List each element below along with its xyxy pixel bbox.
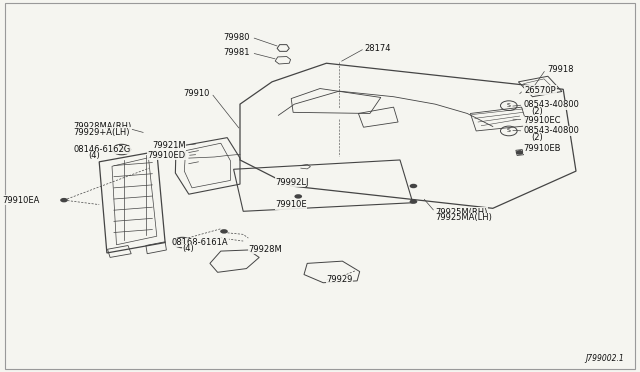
Circle shape bbox=[60, 198, 68, 202]
Circle shape bbox=[410, 199, 417, 204]
Text: S: S bbox=[507, 128, 511, 134]
Text: 26570P: 26570P bbox=[525, 86, 556, 94]
Text: 28174: 28174 bbox=[365, 44, 391, 53]
Circle shape bbox=[294, 194, 302, 199]
Circle shape bbox=[410, 184, 417, 188]
Text: 08543-40800: 08543-40800 bbox=[524, 100, 579, 109]
Text: J799002.1: J799002.1 bbox=[585, 354, 624, 363]
Text: B: B bbox=[180, 240, 185, 246]
Text: 79928M: 79928M bbox=[248, 245, 282, 254]
Text: (4): (4) bbox=[182, 244, 194, 253]
Text: 79925M(RH): 79925M(RH) bbox=[435, 208, 488, 217]
Text: 79992LJ: 79992LJ bbox=[275, 178, 308, 187]
Text: 79921M: 79921M bbox=[152, 141, 186, 150]
Text: 79981: 79981 bbox=[223, 48, 250, 57]
Text: 79910EC: 79910EC bbox=[524, 116, 561, 125]
Text: S: S bbox=[507, 103, 511, 108]
Text: 79910: 79910 bbox=[184, 89, 210, 97]
Text: 08146-6162G: 08146-6162G bbox=[74, 145, 131, 154]
Text: (2): (2) bbox=[531, 107, 543, 116]
Text: 08543-40800: 08543-40800 bbox=[524, 126, 579, 135]
Text: 08168-6161A: 08168-6161A bbox=[172, 238, 228, 247]
Circle shape bbox=[516, 150, 524, 155]
Text: 79928MA(RH): 79928MA(RH) bbox=[74, 122, 132, 131]
Text: 79910EB: 79910EB bbox=[524, 144, 561, 153]
Text: 79918: 79918 bbox=[547, 65, 573, 74]
Text: (2): (2) bbox=[531, 133, 543, 142]
Text: 79910EA: 79910EA bbox=[3, 196, 40, 205]
Text: B: B bbox=[119, 147, 124, 153]
Text: 79980: 79980 bbox=[223, 33, 250, 42]
Circle shape bbox=[220, 229, 228, 234]
Text: 79910ED: 79910ED bbox=[147, 151, 186, 160]
Text: 79910E: 79910E bbox=[275, 200, 307, 209]
Text: 79925MA(LH): 79925MA(LH) bbox=[435, 213, 492, 222]
Text: (4): (4) bbox=[88, 151, 100, 160]
Text: 79929+A(LH): 79929+A(LH) bbox=[74, 128, 130, 137]
Text: 79929: 79929 bbox=[326, 275, 353, 284]
